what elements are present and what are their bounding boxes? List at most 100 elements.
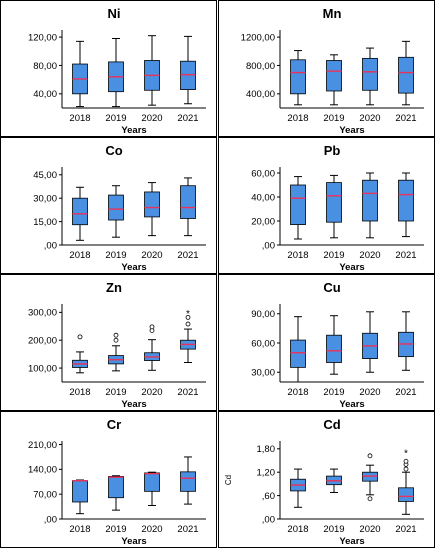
y-axis: 100,00 200,00 300,00 [28,304,63,382]
box-2021: * [398,449,414,515]
y-tick-label: 30,00 [251,368,275,379]
y-tick-label: 400,00 [246,89,275,100]
x-tick-label: 2020 [141,250,162,261]
box-2020 [144,324,160,371]
box-2021 [180,177,196,237]
x-tick-label: 2020 [141,387,162,398]
x-tick-label: 2018 [287,250,308,261]
panel-zn: Zn 100,00 200,00 300,00 2018 2019 2020 * 2021 Yea… [0,274,217,411]
outlier-point [185,314,191,320]
box-2018 [290,50,306,106]
y-tick-label: 300,00 [28,308,57,319]
y-tick-label: 20,00 [251,216,275,227]
x-tick-label: 2019 [105,113,126,124]
box-2018 [72,479,88,515]
outlier-point [149,324,155,330]
outlier-point [77,334,83,340]
box-2019 [108,185,124,238]
box-body [180,185,196,219]
box-body [398,487,414,502]
x-tick-label: 2021 [395,250,416,261]
box-body [326,60,342,92]
box-body [290,339,306,368]
box-2019 [108,38,124,108]
y-axis: 400,00 800,00 1200,00 [241,30,281,108]
x-axis-label: Years [339,125,364,136]
box-2020 [144,35,160,106]
box-2019 [326,468,342,493]
box-body [108,476,124,499]
y-tick-label: ,00 [262,240,275,251]
x-tick-label: 2018 [69,250,90,261]
box-2019 [326,174,342,239]
box-body [362,179,378,222]
box-body [144,191,160,218]
extreme-point: * [404,449,408,460]
outlier-point [113,337,119,343]
chart-title: Cu [323,280,340,295]
box-body [144,472,160,492]
y-tick-label: 1200,00 [241,32,275,43]
y-tick-label: 40,00 [251,192,275,203]
y-tick-label: 800,00 [246,61,275,72]
chart-title: Pb [324,143,341,158]
x-tick-label: 2018 [69,387,90,398]
x-tick-label: 2021 [177,387,198,398]
panel-co: Co ,00 15,00 30,00 45,00 2018 2019 2020 2021 Year… [0,137,217,274]
x-axis-label: Years [121,536,146,547]
outlier-point [403,466,409,472]
outlier-point [367,496,373,502]
box-body [180,60,196,90]
y-tick-label: 1,20 [257,468,276,479]
x-tick-label: 2021 [395,387,416,398]
x-tick-label: 2021 [177,250,198,261]
y-tick-label: 15,00 [33,217,57,228]
x-tick-label: 2019 [323,524,344,535]
x-tick-label: 2020 [359,387,380,398]
y-tick-label: 70,00 [33,489,57,500]
outlier-point [113,332,119,338]
box-body [72,480,88,503]
y-axis-label: Cd [224,475,233,485]
box-2019 [326,315,342,375]
outlier-point [185,321,191,327]
box-body [326,182,342,223]
x-axis-label: Years [339,536,364,547]
x-axis-label: Years [121,262,146,273]
panel-cd: Cd ,00 ,60 1,20 1,80 Cd 2018 2019 2020 * 2021 Years [218,411,435,548]
box-2018 [72,334,88,374]
box-body [180,471,196,492]
box-body [290,59,306,95]
y-tick-label: ,60 [262,491,275,502]
box-2019 [326,54,342,106]
panel-cu: Cu 30,00 60,00 90,00 2018 2019 2020 2021 Years [218,274,435,411]
panel-cr: Cr ,00 70,00 140,00 210,00 2018 2019 2020 2021 Ye… [0,411,217,548]
y-tick-label: 100,00 [28,363,57,374]
box-2020 [362,47,378,106]
box-2018 [290,176,306,240]
y-tick-label: 40,00 [33,89,57,100]
box-2021 [398,172,414,238]
panel-mn: Mn 400,00 800,00 1200,00 2018 2019 2020 2021 Yea… [218,0,435,137]
box-2018 [72,186,88,241]
y-tick-label: 120,00 [28,32,57,43]
y-tick-label: ,00 [44,514,57,525]
x-tick-label: 2018 [69,113,90,124]
box-2018 [72,40,88,108]
y-tick-label: 80,00 [33,61,57,72]
x-tick-label: 2019 [323,387,344,398]
box-body [398,56,414,94]
y-axis: ,00 70,00 140,00 210,00 [28,440,63,525]
y-axis: 30,00 60,00 90,00 [251,304,281,382]
outlier-point [403,458,409,464]
x-axis-label: Years [121,399,146,410]
box-2021 [180,35,196,105]
x-tick-label: 2019 [323,113,344,124]
box-body [108,194,124,221]
box-2019 [108,475,124,511]
x-tick-label: 2019 [105,250,126,261]
x-tick-label: 2020 [359,524,380,535]
x-tick-label: 2020 [359,250,380,261]
x-tick-label: 2021 [395,113,416,124]
x-tick-label: 2018 [287,113,308,124]
